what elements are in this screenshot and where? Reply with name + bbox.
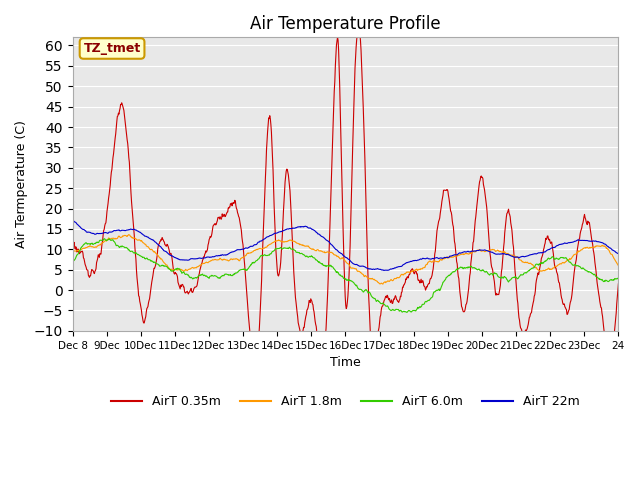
AirT 6.0m [445, 273, 452, 278]
AirT 1.8m [445, 254, 452, 260]
AirT 0.35m [445, 192, 452, 198]
Title: Air Temperature Profile: Air Temperature Profile [250, 15, 441, 33]
AirT 22m [309, 227, 317, 232]
Legend: AirT 0.35m, AirT 1.8m, AirT 6.0m, AirT 22m: AirT 0.35m, AirT 1.8m, AirT 6.0m, AirT 2… [106, 390, 585, 413]
Line: AirT 6.0m: AirT 6.0m [72, 239, 618, 312]
X-axis label: Time: Time [330, 356, 361, 369]
AirT 22m [380, 267, 388, 273]
AirT 0.35m [124, 147, 132, 153]
AirT 22m [444, 255, 452, 261]
AirT 1.8m [379, 281, 387, 287]
Line: AirT 22m: AirT 22m [72, 220, 618, 270]
Line: AirT 1.8m: AirT 1.8m [72, 235, 618, 284]
AirT 0.35m [355, 24, 363, 30]
AirT 1.8m [124, 232, 132, 238]
AirT 6.0m [100, 236, 108, 241]
AirT 1.8m [310, 247, 317, 252]
AirT 1.8m [495, 249, 503, 254]
Y-axis label: Air Termperature (C): Air Termperature (C) [15, 120, 28, 248]
AirT 0.35m [310, 307, 317, 312]
Line: AirT 0.35m: AirT 0.35m [72, 27, 618, 360]
AirT 1.8m [290, 238, 298, 244]
AirT 6.0m [310, 255, 317, 261]
AirT 6.0m [495, 275, 503, 280]
AirT 6.0m [403, 310, 411, 315]
AirT 0.35m [614, 281, 622, 287]
AirT 6.0m [290, 247, 298, 252]
AirT 22m [505, 252, 513, 257]
AirT 6.0m [505, 278, 513, 284]
AirT 6.0m [125, 247, 132, 252]
AirT 0.35m [290, 270, 298, 276]
AirT 22m [124, 227, 132, 233]
Text: TZ_tmet: TZ_tmet [83, 42, 141, 55]
AirT 1.8m [505, 252, 513, 257]
AirT 22m [495, 251, 502, 257]
AirT 22m [289, 225, 297, 231]
AirT 0.35m [251, 357, 259, 363]
AirT 6.0m [68, 260, 76, 265]
AirT 6.0m [614, 275, 622, 281]
AirT 1.8m [125, 232, 132, 238]
AirT 22m [614, 251, 622, 256]
AirT 1.8m [614, 263, 622, 269]
AirT 22m [68, 217, 76, 223]
AirT 0.35m [68, 238, 76, 244]
AirT 0.35m [495, 289, 503, 295]
AirT 0.35m [505, 210, 513, 216]
AirT 1.8m [68, 248, 76, 253]
